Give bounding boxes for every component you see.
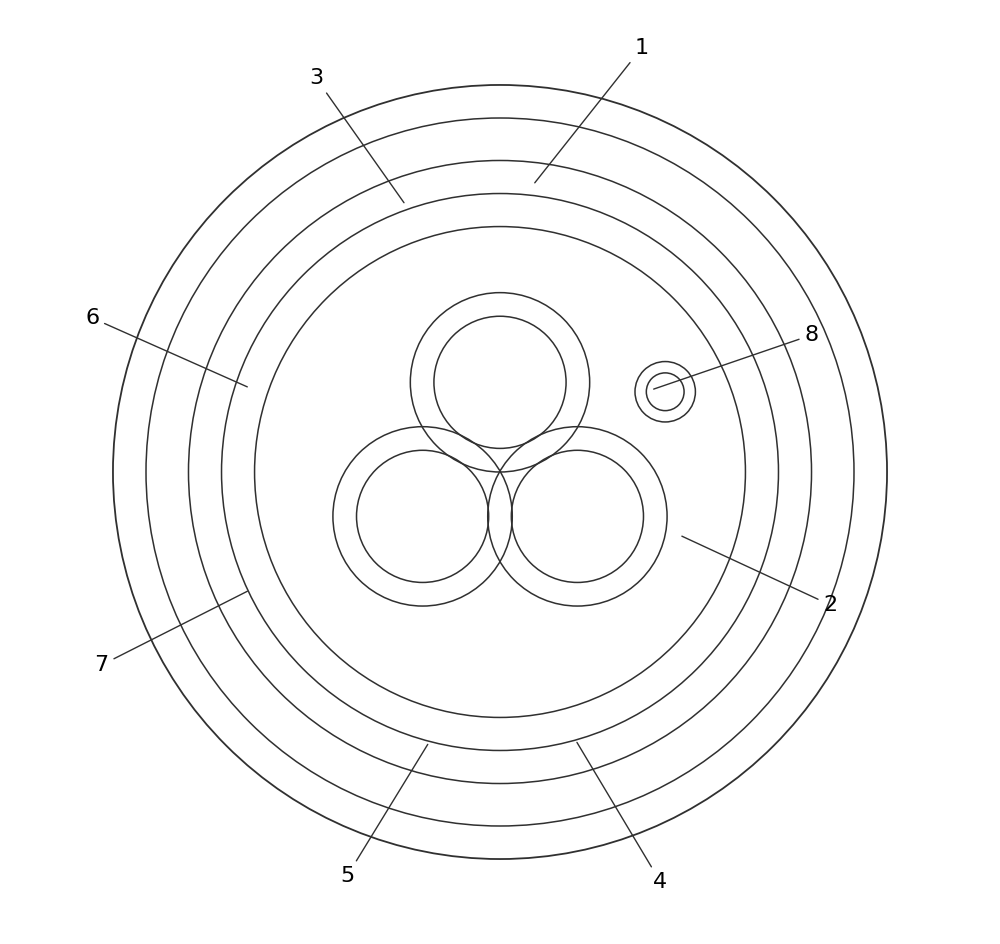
Text: 1: 1 [535,38,649,183]
Text: 4: 4 [577,742,668,892]
Text: 2: 2 [682,536,837,615]
Text: 6: 6 [85,308,247,387]
Text: 7: 7 [95,591,247,675]
Text: 8: 8 [654,325,819,389]
Text: 5: 5 [340,745,428,886]
Text: 3: 3 [309,68,404,203]
